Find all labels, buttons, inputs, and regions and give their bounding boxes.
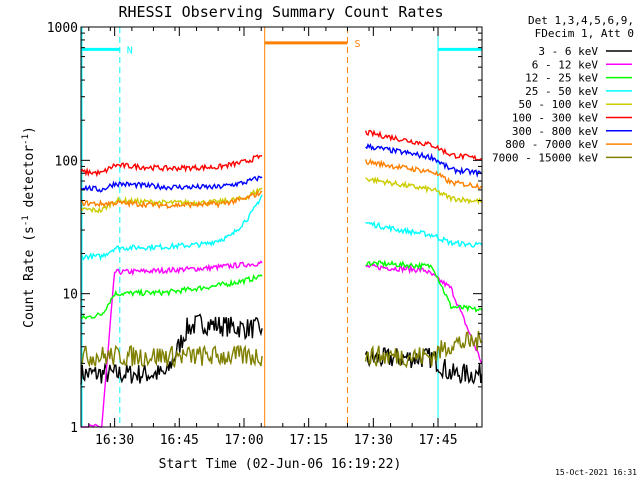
series-line <box>364 330 483 369</box>
legend-entry-label: 12 - 25 keV <box>525 72 598 85</box>
x-tick-label: 17:45 <box>418 433 457 448</box>
legend-entry-label: 300 - 800 keV <box>512 125 598 138</box>
series-line <box>80 175 263 193</box>
legend-entry-label: 7000 - 15000 keV <box>492 151 598 164</box>
series-line <box>365 263 483 364</box>
y-axis: 1 10 100 1000 <box>47 21 482 436</box>
legend-entry-label: 25 - 50 keV <box>525 85 598 98</box>
series-line <box>80 344 263 369</box>
legend-entry-label: 800 - 7000 keV <box>505 138 598 151</box>
series-group <box>81 260 483 429</box>
x-tick-label: 17:30 <box>354 433 393 448</box>
x-tick-label: 16:30 <box>95 433 134 448</box>
series-line <box>364 129 483 162</box>
legend-entry-label: 50 - 100 keV <box>519 98 599 111</box>
state-label: N <box>127 45 133 56</box>
series-line <box>80 273 263 320</box>
y-tick-label: 10 <box>62 288 78 303</box>
y-axis-label: Count Rate (s-1 detector-1) <box>21 126 37 328</box>
series-line <box>365 176 483 206</box>
legend-header-line: FDecim 1, Att 0 <box>535 27 634 40</box>
x-axis-label: Start Time (02-Jun-06 16:19:22) <box>159 457 402 472</box>
series-group <box>80 176 483 214</box>
y-tick-label: 100 <box>55 154 78 169</box>
series-group <box>80 330 483 369</box>
series-line <box>80 154 263 178</box>
series-group <box>80 259 483 320</box>
y-tick-label: 1000 <box>47 21 78 36</box>
series-group <box>80 194 483 262</box>
series-line <box>365 220 483 248</box>
series-line <box>80 194 263 262</box>
x-tick-label: 16:45 <box>160 433 199 448</box>
x-tick-label: 17:15 <box>289 433 328 448</box>
series-line <box>365 259 483 313</box>
series-group <box>80 142 483 193</box>
series-line <box>364 158 483 190</box>
timestamp: 15-Oct-2021 16:31 <box>555 468 637 477</box>
legend-entry-label: 3 - 6 keV <box>538 45 598 58</box>
plot-frame <box>80 26 483 428</box>
chart-title: RHESSI Observing Summary Count Rates <box>118 3 443 21</box>
series-line <box>80 189 263 210</box>
legend-entry-label: 100 - 300 keV <box>512 112 598 125</box>
plot-area: NS <box>80 27 483 429</box>
series-line <box>81 260 263 429</box>
x-axis: 16:30 16:45 17:00 17:15 17:30 17:45 <box>88 27 478 448</box>
state-label: S <box>354 39 360 50</box>
series-group <box>80 158 483 210</box>
series-line <box>365 142 483 178</box>
legend: Det 1,3,4,5,6,9, FDecim 1, Att 0 3 - 6 k… <box>492 14 634 164</box>
legend-header-line: Det 1,3,4,5,6,9, <box>528 14 634 27</box>
x-tick-label: 17:00 <box>224 433 263 448</box>
y-tick-label: 1 <box>70 421 78 436</box>
series-group <box>80 129 483 178</box>
legend-entry-label: 6 - 12 keV <box>532 58 599 71</box>
series-line <box>80 313 263 385</box>
